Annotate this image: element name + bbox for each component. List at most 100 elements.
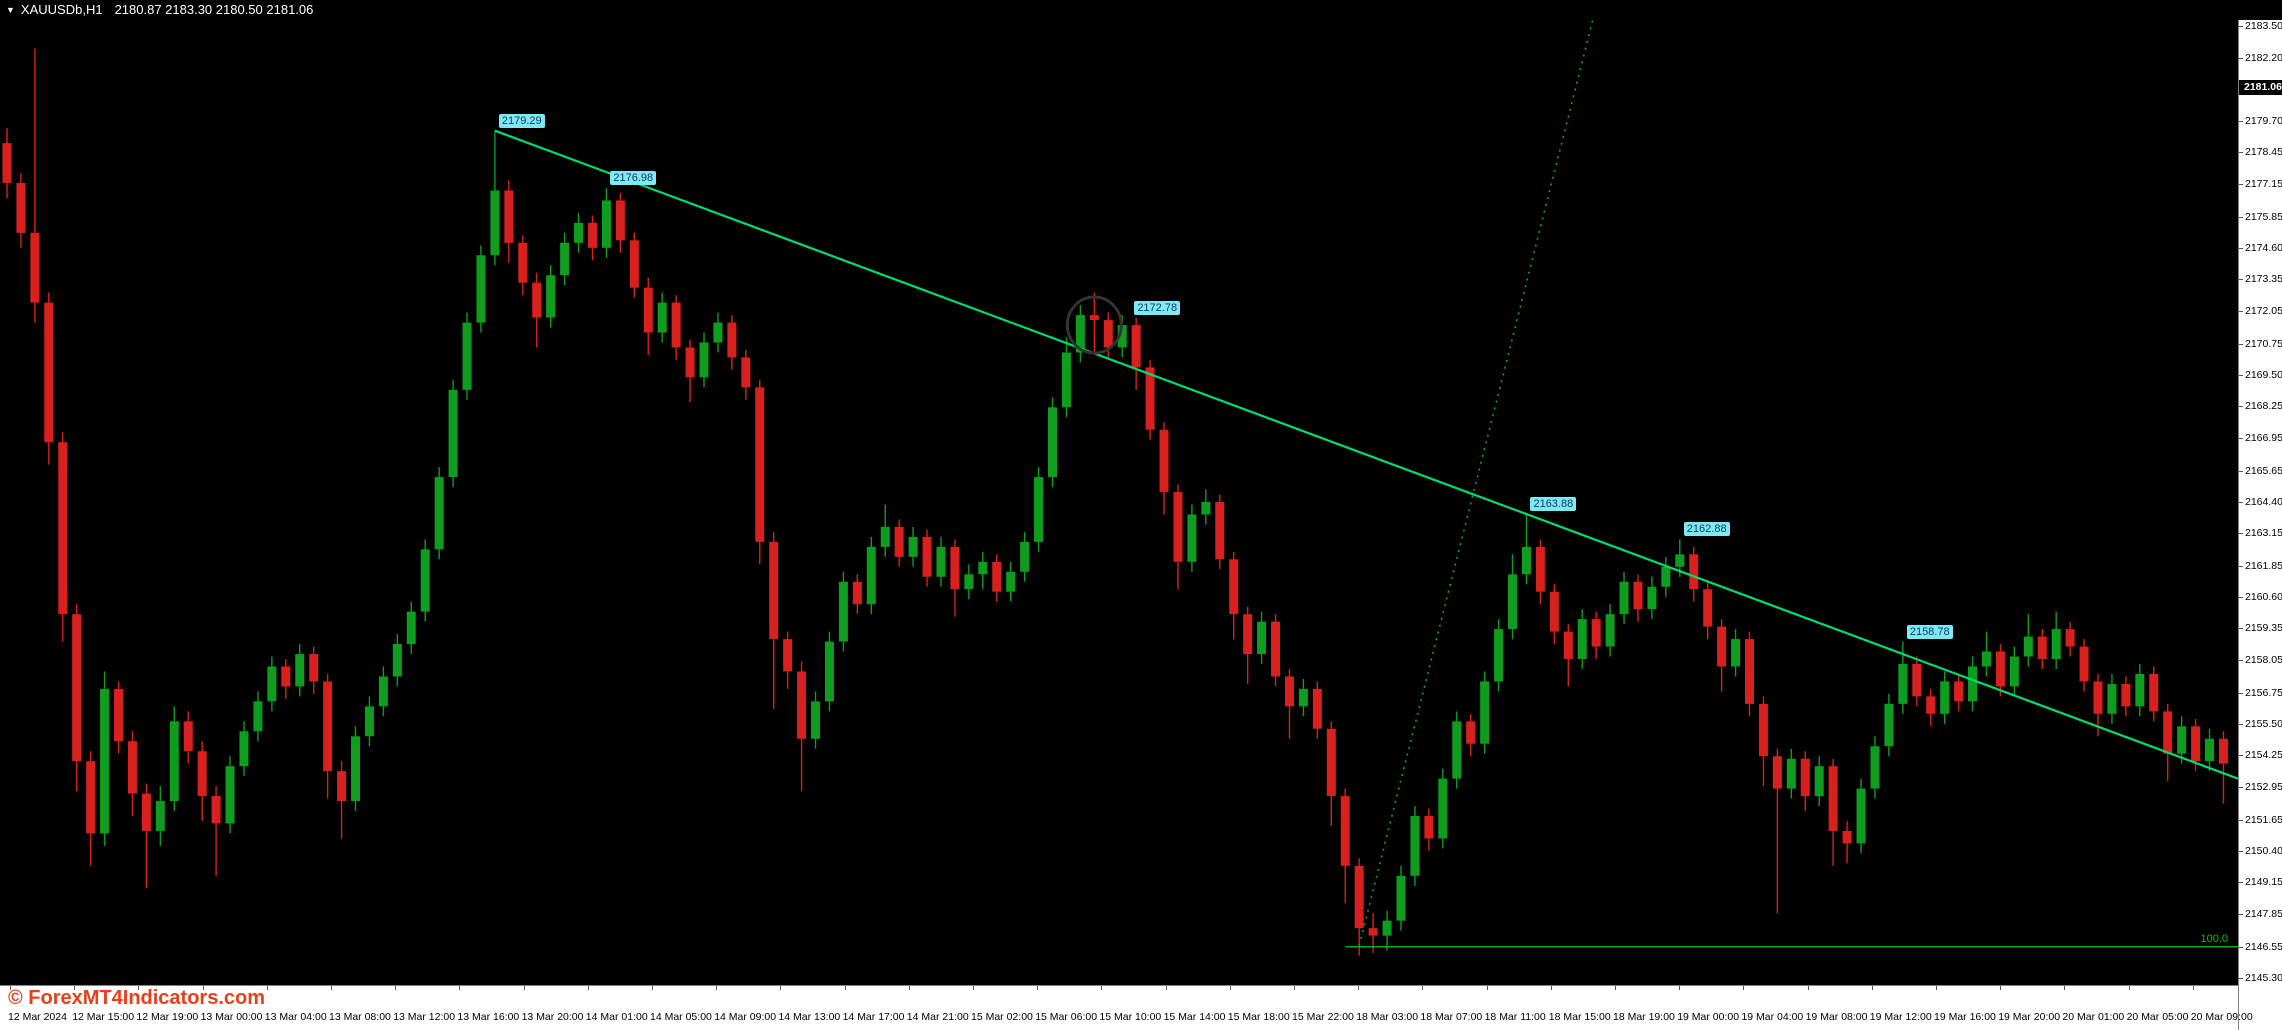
descending-trendline[interactable] (494, 129, 2238, 784)
bear-candle (2093, 681, 2103, 714)
time-axis-label: 13 Mar 00:00 (200, 1011, 263, 1023)
price-axis-tick (2239, 978, 2243, 979)
time-axis-label: 19 Mar 08:00 (1805, 1011, 1868, 1023)
time-axis-tick (844, 986, 846, 990)
price-axis-tick (2239, 121, 2243, 122)
bull-candle (1577, 619, 1587, 660)
time-axis-tick (1358, 986, 1360, 990)
bull-candle (1981, 651, 1991, 667)
bear-candle (309, 654, 319, 682)
bull-candle (1898, 663, 1908, 704)
bull-candle (2051, 629, 2061, 660)
bear-candle (1103, 320, 1113, 348)
bull-candle (1382, 920, 1392, 936)
time-axis-tick (973, 986, 974, 990)
bull-candle (225, 766, 235, 824)
bull-candle (1814, 766, 1824, 797)
price-axis-label: 2168.25 (2245, 400, 2282, 413)
bull-candle (1075, 315, 1085, 353)
time-axis-label: 12 Mar 19:00 (136, 1011, 199, 1023)
price-axis-label: 2161.85 (2245, 559, 2282, 572)
bear-candle (852, 581, 862, 605)
time-axis-label: 20 Mar 01:00 (2062, 1011, 2125, 1023)
time-axis-tick (908, 986, 910, 990)
price-axis-tick (2239, 820, 2243, 821)
price-axis-tick (2239, 502, 2243, 503)
price-axis-tick (2239, 597, 2243, 598)
time-axis-tick (2000, 986, 2002, 990)
bear-candle (783, 639, 793, 672)
ascending-dotted-trendline[interactable] (1358, 20, 1610, 946)
time-axis-tick (1165, 986, 1167, 990)
time-axis-label: 14 Mar 01:00 (585, 1011, 648, 1023)
chart-plot-area[interactable]: 100.0 2179.29 2176.98 2172.78 2163.88 2162.8… (0, 20, 2238, 985)
time-axis-tick (1037, 986, 1039, 990)
time-axis-label: 19 Mar 04:00 (1741, 1011, 1804, 1023)
bull-candle (1034, 477, 1044, 542)
bull-candle (448, 389, 458, 478)
time-axis-tick (1743, 986, 1745, 990)
bear-candle (1145, 367, 1155, 430)
price-axis[interactable]: 2183.50 2182.20 2179.70 2178.45 2177.15 2175.… (2238, 20, 2282, 1030)
bear-candle (1842, 830, 1852, 844)
time-axis-tick (138, 986, 140, 990)
bull-candle (908, 536, 918, 557)
price-axis-tick (2239, 152, 2243, 153)
price-axis-label: 2163.15 (2245, 527, 2282, 540)
bull-candle (1410, 816, 1420, 876)
time-axis-label: 14 Mar 05:00 (650, 1011, 712, 1023)
price-axis-label: 2166.95 (2245, 432, 2282, 445)
bear-candle (323, 681, 333, 772)
time-axis-tick (2064, 986, 2066, 990)
time-axis-tick (1101, 986, 1103, 990)
bull-candle (1494, 629, 1504, 682)
bear-candle (1229, 559, 1239, 615)
bull-candle (1605, 614, 1615, 647)
bear-candle (1089, 315, 1099, 321)
time-axis-tick (1550, 986, 1552, 990)
bear-candle (1173, 492, 1183, 562)
current-price-tag: 2181.06 (2239, 79, 2282, 95)
swing-price-label: 2176.98 (610, 170, 657, 185)
circle-annotation[interactable] (1065, 295, 1123, 355)
bull-candle (169, 721, 179, 802)
time-axis-label: 13 Mar 04:00 (264, 1011, 327, 1023)
bear-candle (1912, 663, 1922, 697)
bull-candle (2107, 683, 2117, 714)
bear-candle (2163, 711, 2173, 754)
price-axis-label: 2165.65 (2245, 464, 2282, 477)
time-axis-tick (1807, 986, 1809, 990)
time-axis-tick (395, 986, 397, 990)
time-axis-tick (1294, 986, 1295, 990)
bear-candle (1354, 865, 1364, 929)
time-axis[interactable]: © ForexMT4Indicators.com 12 Mar 2024 12 M… (0, 985, 2253, 1030)
bull-candle (880, 526, 890, 547)
chart-titlebar: ▼ XAUUSDb,H1 2180.87 2183.30 2180.50 2181.… (0, 0, 2282, 20)
time-axis-tick (716, 986, 718, 990)
price-axis-tick (2239, 693, 2243, 694)
price-axis-tick (2239, 438, 2243, 439)
bull-candle (1884, 703, 1894, 747)
bear-candle (2065, 629, 2075, 647)
time-axis-tick (1615, 986, 1616, 990)
copyright-watermark-link[interactable]: © ForexMT4Indicators.com (8, 987, 266, 1009)
bear-candle (58, 442, 68, 615)
bear-candle (1215, 502, 1225, 560)
bull-candle (253, 701, 263, 732)
bull-candle (1647, 586, 1657, 610)
price-axis-tick (2239, 248, 2243, 249)
bull-candle (1940, 681, 1950, 714)
symbol-dropdown-icon[interactable]: ▼ (6, 5, 15, 15)
bear-candle (281, 666, 291, 687)
bear-candle (1326, 728, 1336, 797)
price-axis-tick (2239, 58, 2243, 59)
bear-candle (2, 143, 12, 184)
bear-candle (44, 302, 54, 443)
bull-candle (1661, 566, 1671, 587)
price-axis-label: 2152.95 (2245, 781, 2282, 794)
price-axis-label: 2183.50 (2245, 20, 2282, 32)
bear-candle (1772, 756, 1782, 789)
price-axis-tick (2239, 566, 2243, 567)
bear-candle (197, 751, 207, 797)
bull-candle (364, 706, 374, 737)
